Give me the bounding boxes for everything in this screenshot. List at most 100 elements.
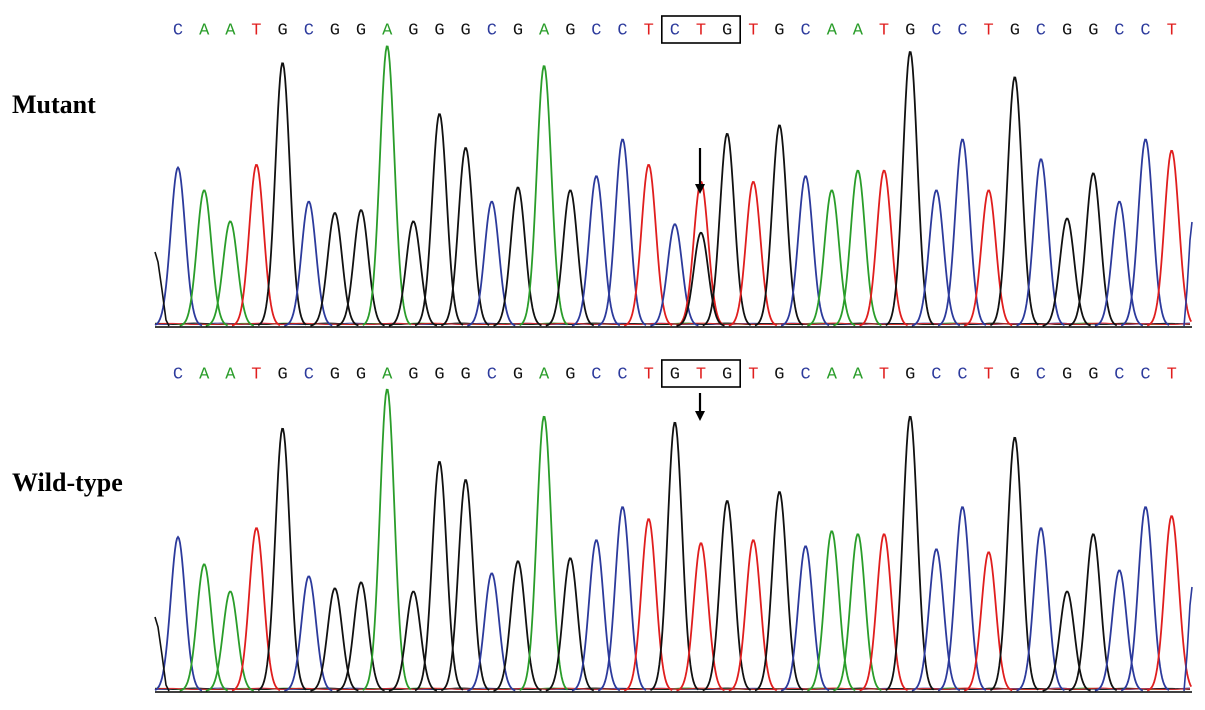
peak-G [440,479,490,692]
peak-C [937,506,987,692]
peak-C [1094,200,1144,327]
peak-G [310,212,359,327]
sequence-base: G [277,21,287,40]
sequence-base: C [1140,21,1150,40]
peak-C [1016,527,1065,692]
sequence-base: C [173,365,183,384]
sequence-base: T [1167,365,1177,384]
peak-G [1042,590,1091,692]
edge-trace-left [154,616,170,692]
sequence-base: T [644,21,654,40]
peak-T [963,189,1013,327]
peak-C [780,545,830,692]
sequence-base: T [983,365,993,384]
peak-T [859,169,909,327]
peak-A [833,169,882,327]
sequence-base: C [800,21,810,40]
peak-T [728,181,778,327]
sequence-base: G [460,365,470,384]
sequence-base: C [1036,21,1046,40]
sequence-base: C [1114,365,1124,384]
sequence-base: G [774,365,784,384]
peak-C [154,535,203,692]
sequence-base: T [983,21,993,40]
panel-label-wild-type: Wild-type [12,468,123,497]
peak-G [754,124,804,327]
sequence-base: C [1140,365,1150,384]
sequence-base: A [827,21,838,40]
sequence-base: G [774,21,784,40]
sequence-base: T [251,21,261,40]
sequence-base: C [957,365,967,384]
sequence-base: G [670,365,680,384]
sequence-base: C [1036,365,1046,384]
sequence-base: C [670,21,680,40]
peak-G [545,557,595,692]
sequence-base: G [722,21,732,40]
sequence-base: A [853,365,864,384]
peak-C [1120,506,1170,692]
peak-C [911,548,961,692]
sequence-base: C [591,365,601,384]
sequence-base: G [277,365,287,384]
sequence-base: T [644,365,654,384]
peak-C [1016,158,1065,327]
sequence-base: T [879,365,889,384]
sequence-base: A [853,21,864,40]
peak-C [597,138,647,327]
peak-G [414,461,464,692]
peak-A [519,65,569,327]
peak-A [519,415,569,692]
sequence-base: G [905,21,915,40]
peak-A [205,220,255,327]
peak-C [937,138,987,327]
sequence-base: C [487,21,497,40]
sequence-base: C [617,21,627,40]
peak-G [336,209,385,327]
peak-T [963,551,1013,692]
arrow-down-icon [695,184,705,194]
sequence-base: G [330,21,340,40]
sequence-base: G [1062,365,1072,384]
peak-T [859,533,908,692]
peak-A [807,189,856,327]
codon-box-mutant [660,15,741,44]
sequence-base: C [304,365,314,384]
sequence-base: G [330,365,340,384]
sequence-base: G [1062,21,1072,40]
peak-C [284,200,333,327]
peak-C [154,165,203,327]
peak-G [440,147,490,327]
peak-C [597,506,647,692]
peak-G [310,587,359,692]
sequence-base: C [1114,21,1124,40]
peak-C [780,175,830,327]
peak-G [885,51,935,327]
sequence-base: A [539,21,550,40]
sequence-base: G [1088,21,1098,40]
peak-G [649,421,699,692]
peak-G [388,220,438,327]
sequence-base: G [434,21,444,40]
sequence-base: A [827,365,838,384]
sequence-base: G [722,365,732,384]
peak-G [1068,533,1118,692]
sequence-base: C [591,21,601,40]
peak-T [231,527,281,692]
sequence-base: G [513,21,523,40]
sequence-base: G [1010,21,1020,40]
sequence-base: G [1010,365,1020,384]
peak-C [571,175,621,327]
peak-T [231,164,281,327]
peak-G [989,436,1039,692]
sequence-base: C [304,21,314,40]
sequence-base: A [199,365,210,384]
peak-C [467,572,516,692]
peak-G [257,62,307,327]
peak-G [989,76,1039,327]
secondary-peak-G [676,231,725,327]
peak-G [388,590,438,692]
